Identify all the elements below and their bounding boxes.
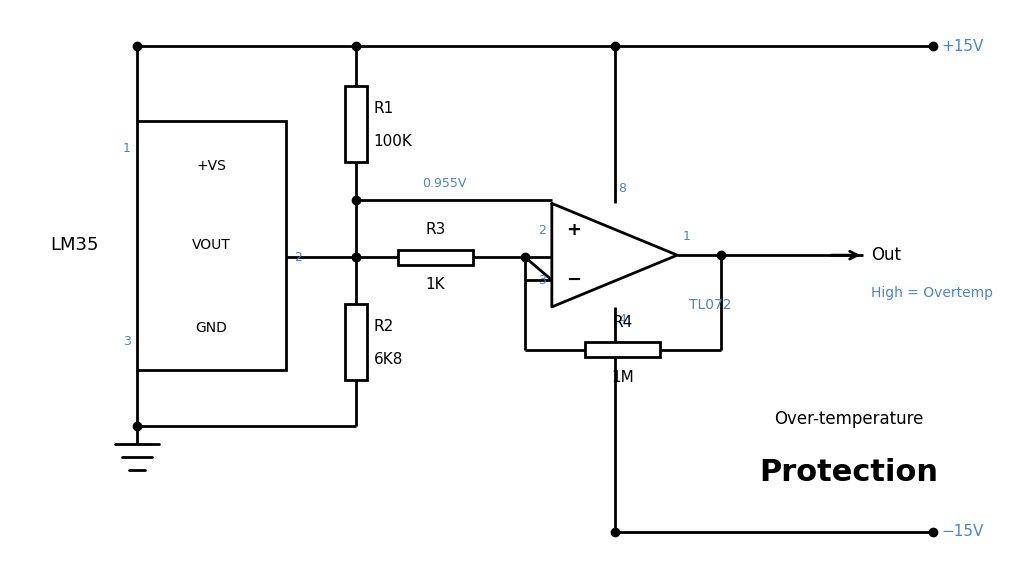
Text: 100K: 100K xyxy=(374,134,412,149)
Text: −: − xyxy=(566,271,581,289)
Text: GND: GND xyxy=(196,321,228,335)
Text: R3: R3 xyxy=(425,223,445,237)
Bar xyxy=(398,250,473,264)
Bar xyxy=(137,121,286,370)
Text: R2: R2 xyxy=(374,319,394,334)
Bar xyxy=(584,342,660,357)
Text: −15V: −15V xyxy=(941,524,983,539)
Text: 0.955V: 0.955V xyxy=(422,178,466,190)
Text: +15V: +15V xyxy=(941,39,983,53)
Text: +: + xyxy=(566,221,581,239)
Text: TL072: TL072 xyxy=(689,298,731,312)
Text: R1: R1 xyxy=(374,101,394,116)
Text: LM35: LM35 xyxy=(50,236,98,254)
Text: 2: 2 xyxy=(294,251,301,264)
Bar xyxy=(345,304,367,380)
Text: VOUT: VOUT xyxy=(192,238,231,252)
Text: 1K: 1K xyxy=(426,277,445,292)
Text: 2: 2 xyxy=(538,224,546,237)
Text: +VS: +VS xyxy=(197,159,227,172)
Text: 6K8: 6K8 xyxy=(374,352,403,367)
Text: 4: 4 xyxy=(618,313,627,326)
Text: 3: 3 xyxy=(538,274,546,286)
Text: R4: R4 xyxy=(612,315,633,330)
Text: High = Overtemp: High = Overtemp xyxy=(871,286,994,300)
Text: 1: 1 xyxy=(123,142,131,155)
Text: 3: 3 xyxy=(123,335,131,348)
Text: 1M: 1M xyxy=(611,370,634,385)
Text: Over-temperature: Over-temperature xyxy=(774,411,923,428)
Bar xyxy=(345,86,367,162)
Text: 1: 1 xyxy=(682,230,690,243)
Text: Protection: Protection xyxy=(759,458,938,486)
Text: Out: Out xyxy=(871,246,901,264)
Text: 8: 8 xyxy=(618,182,627,196)
